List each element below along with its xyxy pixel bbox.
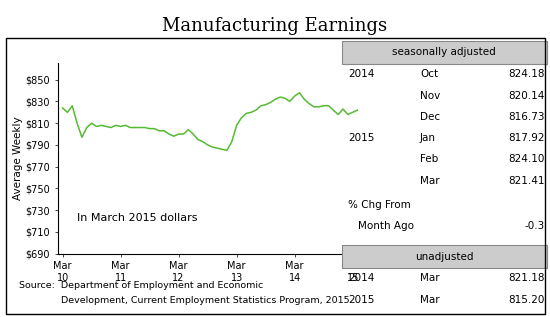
Text: Dec: Dec [420,112,440,122]
Text: 820.14: 820.14 [508,91,544,100]
Text: 816.73: 816.73 [508,112,544,122]
Text: Nov: Nov [420,91,441,100]
Text: Source:  Department of Employment and Economic: Source: Department of Employment and Eco… [19,281,263,289]
Text: Oct: Oct [420,69,438,79]
Text: 2015: 2015 [348,133,374,143]
FancyBboxPatch shape [342,41,547,64]
Text: 824.18: 824.18 [508,69,544,79]
Text: Mar: Mar [420,176,439,186]
Text: 817.92: 817.92 [508,133,544,143]
Text: 2015: 2015 [348,295,374,305]
Text: Mar: Mar [420,274,439,283]
Text: seasonally adjusted: seasonally adjusted [392,48,496,57]
Text: 2014: 2014 [348,274,374,283]
Text: -0.3: -0.3 [524,221,544,231]
Text: In March 2015 dollars: In March 2015 dollars [77,213,197,223]
Text: Mar: Mar [420,295,439,305]
Text: unadjusted: unadjusted [415,252,474,262]
Text: % Chg From: % Chg From [348,200,410,210]
Text: 821.41: 821.41 [508,176,544,186]
Text: Jan: Jan [420,133,436,143]
Text: 824.10: 824.10 [508,154,544,165]
Text: 2014: 2014 [348,69,374,79]
Text: Manufacturing Earnings: Manufacturing Earnings [162,17,388,36]
Text: 821.18: 821.18 [508,274,544,283]
Text: 815.20: 815.20 [508,295,544,305]
Text: Development, Current Employment Statistics Program, 2015: Development, Current Employment Statisti… [19,296,350,305]
Text: Month Ago: Month Ago [358,221,414,231]
Text: Feb: Feb [420,154,438,165]
FancyBboxPatch shape [342,245,547,268]
Y-axis label: Average Weekly: Average Weekly [13,117,23,200]
